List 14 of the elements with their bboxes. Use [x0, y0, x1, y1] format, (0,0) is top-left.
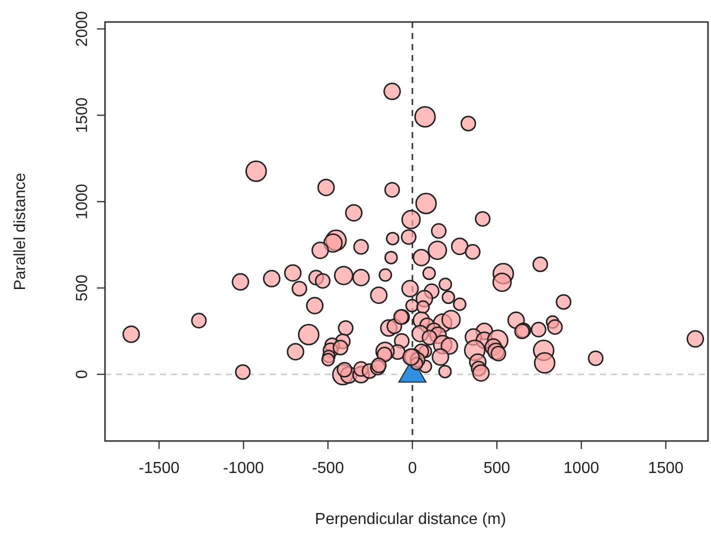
y-axis-title: Parallel distance	[12, 172, 29, 290]
x-tick-label: 1000	[564, 460, 600, 477]
y-tick-label: 1000	[74, 184, 91, 220]
y-tick-label: 1500	[74, 97, 91, 134]
x-tick-label: 1500	[648, 460, 684, 477]
x-tick-label: 500	[484, 460, 510, 477]
y-tick-label: 500	[74, 274, 91, 302]
x-tick-label: 0	[408, 460, 417, 477]
x-tick-label: -1000	[223, 460, 264, 477]
y-tick-label: 0	[74, 370, 91, 379]
x-axis-title: Perpendicular distance (m)	[314, 511, 506, 528]
x-tick-label: -500	[312, 460, 344, 477]
x-tick-label: -1500	[138, 460, 180, 477]
y-tick-label: 2000	[74, 11, 91, 47]
